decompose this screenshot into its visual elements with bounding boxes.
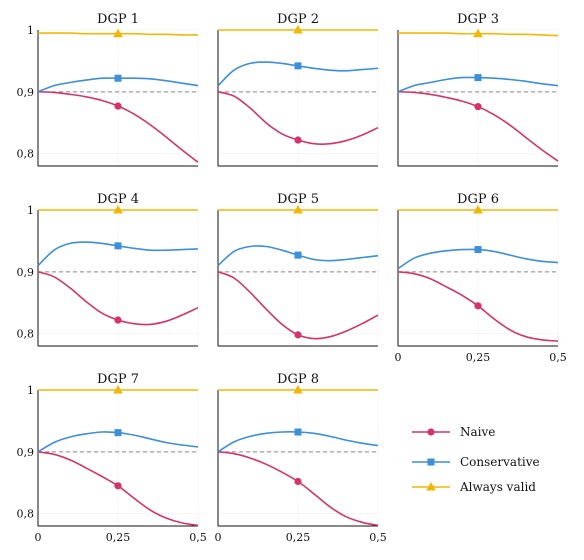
series-marker-always-valid bbox=[293, 385, 303, 394]
legend-marker-circle bbox=[427, 428, 435, 436]
panel-2: DGP 2 bbox=[217, 12, 379, 167]
legend-marker-square bbox=[427, 458, 435, 466]
series-marker-naive bbox=[114, 482, 122, 490]
y-tick-label: 1 bbox=[27, 204, 34, 217]
y-tick-label: 0,8 bbox=[17, 148, 35, 161]
series-marker-always-valid bbox=[113, 205, 123, 214]
series-marker-naive bbox=[294, 136, 302, 144]
panel-4: DGP 4 0,8 0,9 1 bbox=[17, 192, 199, 347]
series-marker-conservative bbox=[114, 74, 122, 82]
x-tick-label: 0,5 bbox=[549, 351, 567, 364]
panel-title: DGP 1 bbox=[97, 12, 139, 27]
y-tick-label: 0,9 bbox=[17, 266, 35, 279]
series-marker-always-valid bbox=[473, 28, 483, 38]
panel-3: DGP 3 bbox=[397, 12, 559, 167]
legend-label: Always valid bbox=[459, 480, 536, 494]
series-marker-conservative bbox=[114, 429, 122, 437]
x-tick-label: 0,5 bbox=[369, 531, 387, 544]
y-tick-label: 0,9 bbox=[17, 446, 35, 459]
x-tick-label: 0,25 bbox=[106, 531, 131, 544]
panel-8: DGP 8 0 0,25 0,5 bbox=[215, 372, 387, 544]
x-tick-label: 0,25 bbox=[466, 351, 491, 364]
legend-label: Conservative bbox=[460, 455, 540, 469]
x-tick-label: 0 bbox=[395, 351, 402, 364]
series-marker-naive bbox=[474, 103, 482, 111]
series-marker-conservative bbox=[294, 428, 302, 436]
y-tick-label: 0,8 bbox=[17, 328, 35, 341]
series-marker-conservative bbox=[294, 62, 302, 70]
series-marker-always-valid bbox=[293, 205, 303, 214]
y-tick-label: 1 bbox=[27, 384, 34, 397]
series-marker-conservative bbox=[474, 74, 482, 82]
series-marker-always-valid bbox=[473, 205, 483, 214]
panel-title: DGP 3 bbox=[457, 12, 499, 27]
legend-marker-triangle bbox=[426, 482, 436, 491]
x-tick-label: 0 bbox=[35, 531, 42, 544]
series-marker-naive bbox=[114, 316, 122, 324]
x-tick-label: 0 bbox=[215, 531, 222, 544]
panel-6: DGP 6 0 0,25 0,5 bbox=[395, 192, 567, 364]
series-marker-conservative bbox=[114, 242, 122, 250]
y-tick-label: 0,9 bbox=[17, 86, 35, 99]
series-marker-always-valid bbox=[113, 28, 123, 38]
panel-title: DGP 5 bbox=[277, 192, 319, 207]
panel-title: DGP 8 bbox=[277, 372, 319, 387]
series-marker-always-valid bbox=[293, 25, 303, 34]
series-marker-naive bbox=[294, 477, 302, 486]
x-tick-label: 0,5 bbox=[189, 531, 207, 544]
series-marker-conservative bbox=[474, 246, 482, 254]
series-marker-naive bbox=[474, 302, 482, 310]
y-tick-label: 1 bbox=[27, 24, 34, 37]
legend: Naive Conservative Always valid bbox=[412, 425, 540, 494]
panel-title: DGP 4 bbox=[97, 192, 139, 207]
y-tick-label: 0,8 bbox=[17, 508, 35, 521]
series-marker-always-valid bbox=[113, 385, 123, 394]
panel-5: DGP 5 bbox=[217, 192, 379, 347]
series-marker-naive bbox=[114, 102, 122, 110]
x-tick-label: 0,25 bbox=[286, 531, 311, 544]
panel-7: DGP 7 0,8 0,9 1 0 0,25 0,5 bbox=[17, 372, 207, 544]
panel-title: DGP 6 bbox=[457, 192, 499, 207]
panel-title: DGP 7 bbox=[97, 372, 139, 387]
panel-1: DGP 1 0,8 0,9 1 bbox=[17, 12, 199, 167]
series-marker-naive bbox=[294, 331, 302, 339]
legend-label: Naive bbox=[460, 425, 495, 439]
panel-title: DGP 2 bbox=[277, 12, 319, 27]
series-marker-conservative bbox=[294, 251, 302, 259]
